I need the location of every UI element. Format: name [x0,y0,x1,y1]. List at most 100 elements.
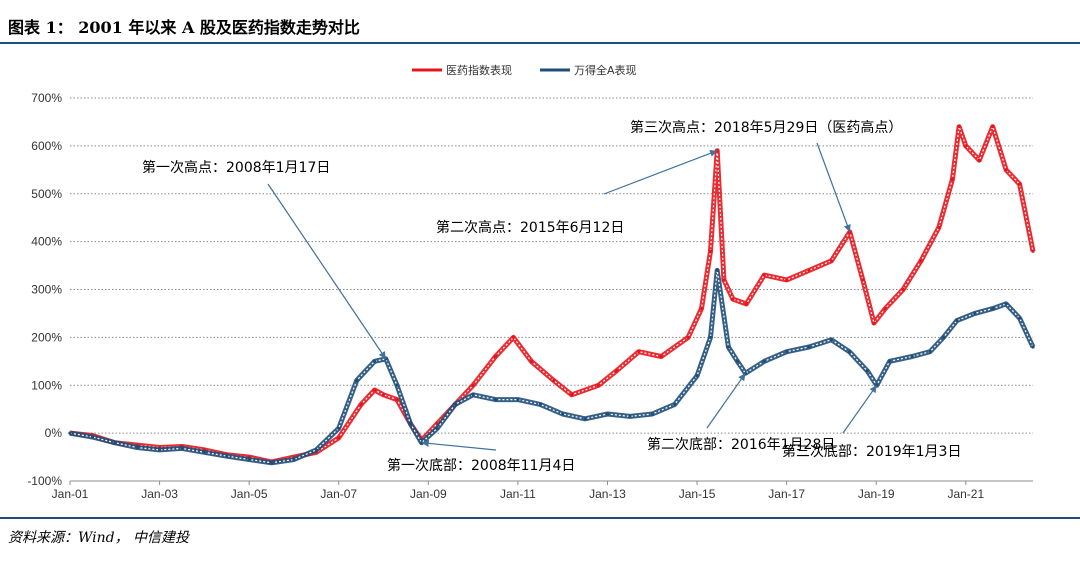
data-point [785,278,789,282]
data-point [1018,182,1022,186]
data-point [314,448,318,452]
figure-title: 图表 1： 2001 年以来 A 股及医药指数走势对比 [8,18,360,37]
annotation-arrow-1 [267,183,387,360]
annotation-label-3: 第三次高点：2018年5月29日（医药高点） [630,119,902,136]
y-tick-label: 300% [31,283,62,297]
data-point [614,369,619,373]
data-point [973,311,977,315]
x-tick-label: Jan-01 [52,487,89,501]
data-point [722,278,726,282]
data-point [1031,345,1035,349]
data-point [435,426,439,430]
data-point [829,259,834,263]
data-point [395,383,399,387]
y-tick-label: 600% [31,139,62,153]
annotation-label-5: 第二次底部：2016年1月28日 [647,436,835,453]
data-point [337,426,341,430]
data-point [735,359,740,363]
data-point [135,445,139,450]
data-point [673,402,677,406]
data-point [355,378,359,383]
annotation-arrow-3 [816,142,851,233]
series-line-2-band [69,267,1036,466]
data-point [1031,249,1035,253]
data-point [628,414,632,418]
y-tick-label: 0% [45,426,63,440]
source-note: 资料来源：Wind， 中信建投 [8,530,190,546]
data-point [359,402,363,406]
data-point [570,393,574,397]
legend-label-2: 万得全A表现 [574,63,637,77]
data-point [493,354,498,359]
data-point [847,350,852,354]
x-tick-label: Jan-09 [410,487,447,501]
data-point [872,321,876,325]
x-tick-label: Jan-21 [947,487,984,501]
data-point [395,398,399,402]
data-point [337,436,341,440]
data-point [708,335,713,339]
data-point [552,378,556,383]
annotation-label-4: 第一次底部：2008年11月4日 [387,457,575,474]
data-point [529,359,533,363]
x-tick-label: Jan-05 [231,487,268,501]
grid-lines [70,97,1033,482]
data-point [883,307,887,311]
series-group [68,124,1036,466]
legend: 医药指数表现 万得全A表现 [412,63,637,77]
x-tick-label: Jan-17 [768,487,805,501]
data-point [699,307,704,311]
data-point [1004,302,1008,306]
data-point [829,338,834,342]
y-tick-label: 100% [31,378,62,392]
data-point [744,302,748,306]
x-tick-label: Jan-03 [141,487,178,501]
data-point [408,422,412,426]
data-point [991,307,995,311]
data-point [910,354,914,359]
y-tick-label: 500% [31,187,62,201]
data-point [977,158,981,162]
y-tick-label: 700% [31,91,62,105]
annotation-arrow-4 [421,439,497,451]
data-point [373,388,377,392]
data-point [659,354,663,359]
data-point [381,393,386,397]
data-point [955,319,959,323]
data-point [991,125,995,129]
data-point [637,350,641,354]
data-point [950,177,955,181]
data-point [596,383,601,387]
data-point [957,125,961,129]
data-point [270,461,274,465]
data-point [807,268,811,272]
data-point [225,454,229,458]
data-point [708,249,713,253]
annotation-arrow-6 [842,384,878,434]
x-axis: Jan-01 Jan-03 Jan-05 Jan-07 Jan-09 Jan-11 Jan-… [52,480,1033,501]
x-tick-label: Jan-19 [858,487,895,501]
data-point [695,374,699,378]
x-tick-label: Jan-15 [679,487,716,501]
data-point [516,398,520,402]
data-point [901,287,905,292]
data-point [941,335,946,339]
data-point [937,225,941,229]
data-point [1018,316,1022,320]
data-point [650,412,654,416]
data-point [888,359,892,363]
annotation-arrow-5 [706,372,746,429]
data-point [762,359,766,363]
data-point [471,383,475,387]
data-point [202,450,206,454]
data-point [158,448,162,452]
data-point [807,345,811,349]
annotation-label-6: 第三次底部：2019年1月3日 [782,443,961,460]
data-point [964,144,968,148]
data-point [511,335,515,339]
data-point [731,297,735,301]
data-point [1004,168,1008,172]
annotation-label-1: 第一次高点：2008年1月17日 [142,159,330,176]
data-point [785,350,789,354]
data-point [583,417,587,421]
